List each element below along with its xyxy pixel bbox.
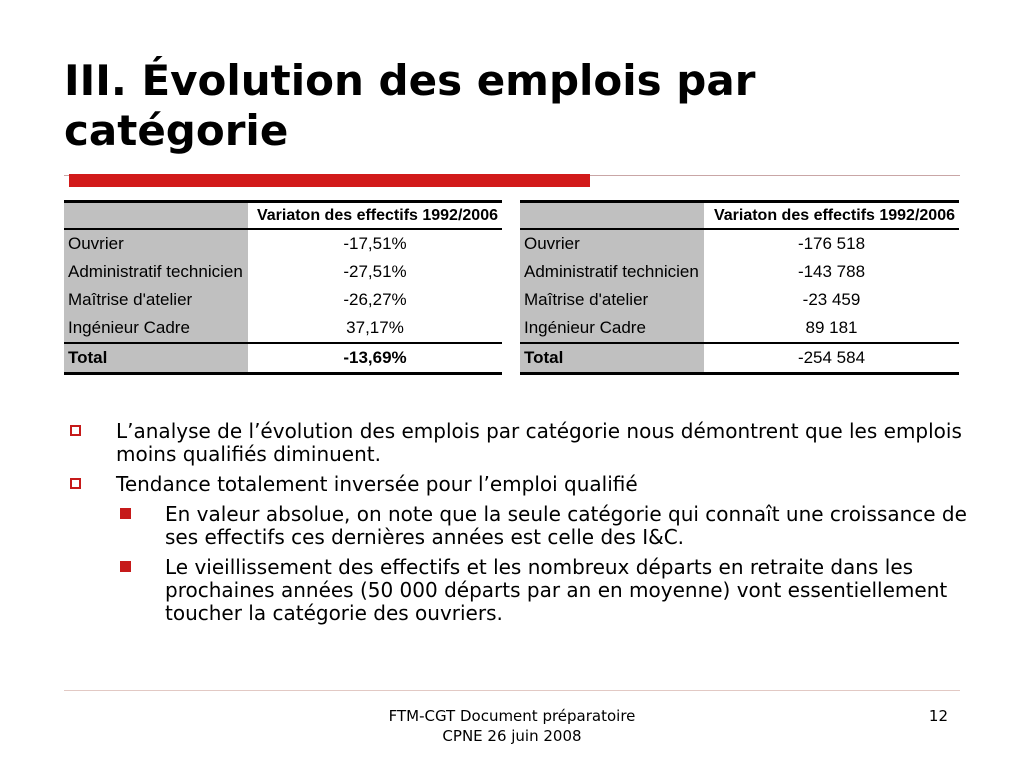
hollow-square-bullet-icon — [70, 478, 81, 489]
row-value: -17,51% — [248, 229, 502, 258]
total-value: -254 584 — [704, 342, 959, 375]
title-divider-accent — [69, 174, 590, 187]
row-category: Maîtrise d'atelier — [520, 286, 704, 314]
filled-square-bullet-icon — [120, 561, 131, 572]
row-value: -23 459 — [704, 286, 959, 314]
row-category: Maîtrise d'atelier — [64, 286, 248, 314]
row-category: Administratif technicien — [520, 258, 704, 286]
table-total-row: Total -254 584 — [520, 342, 959, 375]
filled-square-bullet-icon — [120, 508, 131, 519]
bullet-item: Tendance totalement inversée pour l’empl… — [64, 473, 964, 496]
row-category: Ouvrier — [64, 229, 248, 258]
table-total-row: Total -13,69% — [64, 342, 502, 375]
table-row: Maîtrise d'atelier -26,27% — [64, 286, 502, 314]
row-value: 89 181 — [704, 314, 959, 343]
row-category: Ingénieur Cadre — [64, 314, 248, 343]
sub-bullet-text: En valeur absolue, on note que la seule … — [165, 502, 967, 549]
total-label: Total — [520, 342, 704, 375]
table-row: Ouvrier -17,51% — [64, 229, 502, 258]
bullet-list: L’analyse de l’évolution des emplois par… — [64, 420, 967, 632]
sub-bullet-item: En valeur absolue, on note que la seule … — [64, 503, 1005, 549]
table-header-label: Variaton des effectifs 1992/2006 — [704, 200, 959, 230]
hollow-square-bullet-icon — [70, 425, 81, 436]
row-value: -26,27% — [248, 286, 502, 314]
table-row: Ingénieur Cadre 37,17% — [64, 314, 502, 343]
bullet-text: L’analyse de l’évolution des emplois par… — [116, 419, 962, 466]
footer-line-1: FTM-CGT Document préparatoire — [388, 707, 636, 725]
table-header-row: Variaton des effectifs 1992/2006 — [520, 200, 959, 230]
table-row: Ouvrier -176 518 — [520, 229, 959, 258]
footer: FTM-CGT Document préparatoire CPNE 26 ju… — [0, 706, 1024, 746]
table-header-empty — [64, 200, 248, 230]
row-category: Administratif technicien — [64, 258, 248, 286]
row-category: Ingénieur Cadre — [520, 314, 704, 343]
total-label: Total — [64, 342, 248, 375]
absolute-variation-table: Variaton des effectifs 1992/2006 Ouvrier… — [520, 200, 959, 375]
table-row: Maîtrise d'atelier -23 459 — [520, 286, 959, 314]
table-row: Administratif technicien -27,51% — [64, 258, 502, 286]
page-number: 12 — [928, 707, 948, 725]
row-category: Ouvrier — [520, 229, 704, 258]
table-header-row: Variaton des effectifs 1992/2006 — [64, 200, 502, 230]
total-value: -13,69% — [248, 342, 502, 375]
bullet-text: Tendance totalement inversée pour l’empl… — [116, 472, 638, 496]
table-row: Ingénieur Cadre 89 181 — [520, 314, 959, 343]
row-value: -143 788 — [704, 258, 959, 286]
bullet-item: L’analyse de l’évolution des emplois par… — [64, 420, 964, 466]
table-header-label: Variaton des effectifs 1992/2006 — [248, 200, 502, 230]
row-value: -27,51% — [248, 258, 502, 286]
row-value: 37,17% — [248, 314, 502, 343]
sub-bullet-text: Le vieillissement des effectifs et les n… — [165, 555, 948, 625]
footer-line-2: CPNE 26 juin 2008 — [442, 727, 582, 745]
sub-bullet-item: Le vieillissement des effectifs et les n… — [64, 556, 1005, 625]
footer-divider — [64, 690, 960, 691]
percent-variation-table: Variaton des effectifs 1992/2006 Ouvrier… — [64, 200, 502, 375]
table-row: Administratif technicien -143 788 — [520, 258, 959, 286]
row-value: -176 518 — [704, 229, 959, 258]
slide-title: III. Évolution des emplois par catégorie — [64, 56, 756, 155]
table-header-empty — [520, 200, 704, 230]
